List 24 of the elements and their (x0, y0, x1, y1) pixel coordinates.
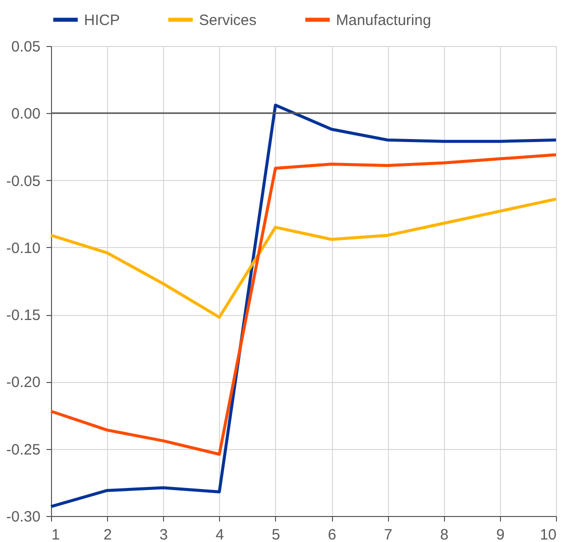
legend-label: HICP (84, 12, 120, 29)
line-series (50, 104, 558, 508)
x-tick-label: 6 (328, 526, 336, 542)
y-tick-label: -0.20 (6, 374, 40, 392)
x-tick-label: 3 (160, 526, 168, 542)
line-series (50, 153, 558, 456)
y-tick-label: -0.10 (6, 240, 40, 257)
x-tick-label: 9 (496, 526, 505, 542)
x-tick-label: 4 (216, 526, 224, 542)
y-tick-label: 0.00 (11, 106, 40, 123)
legend-label: Services (199, 12, 257, 29)
y-tick-label: -0.30 (6, 508, 40, 526)
y-tick-label: -0.25 (6, 441, 40, 458)
x-tick-label: 8 (440, 526, 448, 542)
x-tick-label: 2 (103, 526, 112, 542)
legend-label: Manufacturing (336, 12, 432, 29)
line-series (50, 198, 558, 319)
y-tick-label: 0.05 (11, 38, 40, 56)
x-tick-label: 7 (384, 526, 392, 542)
x-tick-label: 10 (540, 526, 556, 542)
x-tick-label: 5 (272, 526, 280, 542)
y-tick-label: -0.05 (6, 172, 40, 190)
x-tick-label: 1 (52, 526, 60, 542)
y-tick-label: -0.15 (6, 307, 40, 324)
